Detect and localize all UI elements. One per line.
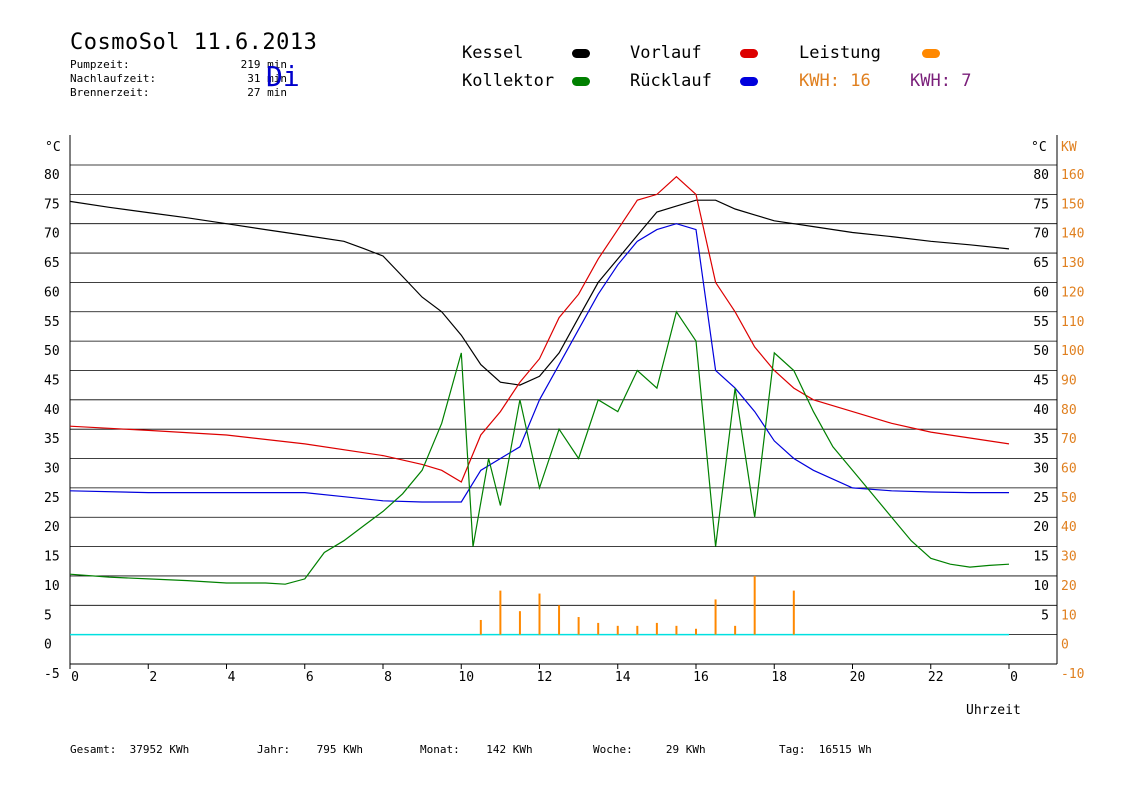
- y-tick-label-left: 45: [44, 373, 60, 388]
- legend-kollektor-label: Kollektor: [462, 71, 555, 91]
- x-tick-label: 22: [928, 670, 944, 685]
- y-tick-label-left: 15: [44, 550, 60, 565]
- legend-ruecklauf-swatch: [740, 77, 758, 86]
- y-tick-label-right: 70: [1033, 227, 1049, 242]
- series-line-vorlauf: [69, 175, 1010, 483]
- series-line-kessel: [69, 199, 1010, 386]
- x-tick-label: 20: [850, 670, 866, 685]
- y-tick-label-left: 70: [44, 227, 60, 242]
- legend-ruecklauf-label: Rücklauf: [630, 71, 712, 91]
- y-tick-label-left: 50: [44, 344, 60, 359]
- y-tick-label-left: 30: [44, 462, 60, 477]
- y2-tick-label: 100: [1061, 344, 1084, 359]
- x-tick-label: 18: [771, 670, 787, 685]
- y2-tick-label: 120: [1061, 285, 1084, 300]
- legend-kollektor-swatch: [572, 77, 590, 86]
- y2-tick-label: 40: [1061, 520, 1077, 535]
- x-tick-label: 2: [149, 670, 157, 685]
- y-tick-label-left: -5: [44, 667, 60, 682]
- footer-monat: Monat: 142 KWh: [420, 743, 533, 756]
- x-tick-label: 10: [458, 670, 474, 685]
- series-line-ruecklauf: [69, 223, 1009, 503]
- y2-tick-label: 70: [1061, 432, 1077, 447]
- footer-tag: Tag: 16515 Wh: [779, 743, 872, 756]
- y2-tick-label: 0: [1061, 638, 1069, 653]
- y2-unit: KW: [1061, 140, 1077, 155]
- y2-tick-label: 10: [1061, 608, 1077, 623]
- y-tick-label-left: 80: [44, 168, 60, 183]
- y-tick-label-left: 35: [44, 432, 60, 447]
- y2-tick-label: -10: [1061, 667, 1084, 682]
- x-tick-label: 16: [693, 670, 709, 685]
- y-tick-label-right: 25: [1033, 491, 1049, 506]
- y2-tick-label: 110: [1061, 315, 1084, 330]
- x-tick-label: 12: [537, 670, 553, 685]
- x-tick-label: 6: [306, 670, 314, 685]
- legend-kwh-1: KWH: 16: [799, 71, 871, 91]
- y2-tick-label: 130: [1061, 256, 1084, 271]
- y-tick-label-right: 20: [1033, 520, 1049, 535]
- y-tick-label-right: 15: [1033, 550, 1049, 565]
- legend-kessel-swatch: [572, 49, 590, 58]
- y2-tick-label: 30: [1061, 550, 1077, 565]
- y2-tick-label: 160: [1061, 168, 1084, 183]
- y2-tick-label: 150: [1061, 197, 1084, 212]
- x-tick-label: 0: [1010, 670, 1018, 685]
- y2-tick-label: 90: [1061, 373, 1077, 388]
- legend-kessel-label: Kessel: [462, 43, 524, 63]
- y-tick-label-right: 55: [1033, 315, 1049, 330]
- y-tick-label-right: 65: [1033, 256, 1049, 271]
- y-tick-label-right: 50: [1033, 344, 1049, 359]
- y-tick-label-right: 35: [1033, 432, 1049, 447]
- legend-vorlauf-swatch: [740, 49, 758, 58]
- footer-woche: Woche: 29 KWh: [593, 743, 706, 756]
- legend-kwh-2: KWH: 7: [910, 71, 972, 91]
- y2-tick-label: 20: [1061, 579, 1077, 594]
- y2-tick-label: 80: [1061, 403, 1077, 418]
- x-tick-label: 14: [615, 670, 631, 685]
- y-tick-label-left: 40: [44, 403, 60, 418]
- y2-tick-label: 140: [1061, 227, 1084, 242]
- legend-vorlauf-label: Vorlauf: [630, 43, 702, 63]
- legend-leistung-label: Leistung: [799, 43, 881, 63]
- legend-leistung-swatch: [922, 49, 940, 58]
- y-tick-label-left: 60: [44, 285, 60, 300]
- y-tick-label-right: 5: [1041, 608, 1049, 623]
- y-tick-label-right: 45: [1033, 373, 1049, 388]
- y-tick-label-right: 80: [1033, 168, 1049, 183]
- series-line-kollektor: [69, 310, 1010, 585]
- y-tick-label-left: 5: [44, 608, 52, 623]
- stat-pumpzeit: Pumpzeit: 219 min: [70, 58, 287, 71]
- y-tick-label-right: 75: [1033, 197, 1049, 212]
- footer-jahr: Jahr: 795 KWh: [257, 743, 363, 756]
- y-tick-label-right: 10: [1033, 579, 1049, 594]
- x-axis-label: Uhrzeit: [966, 703, 1021, 718]
- y-tick-label-left: 20: [44, 520, 60, 535]
- y2-tick-label: 50: [1061, 491, 1077, 506]
- y-unit-right: °C: [1031, 140, 1047, 155]
- y-tick-label-right: 60: [1033, 285, 1049, 300]
- y2-tick-label: 60: [1061, 462, 1077, 477]
- stat-nachlaufzeit: Nachlaufzeit: 31 min: [70, 72, 287, 85]
- y-tick-label-right: 30: [1033, 462, 1049, 477]
- footer-gesamt: Gesamt: 37952 KWh: [70, 743, 190, 756]
- y-tick-label-left: 65: [44, 256, 60, 271]
- x-tick-label: 4: [228, 670, 236, 685]
- y-unit-left: °C: [45, 140, 61, 155]
- stat-brennerzeit: Brennerzeit: 27 min: [70, 86, 287, 99]
- y-tick-label-left: 25: [44, 491, 60, 506]
- y-tick-label-left: 75: [44, 197, 60, 212]
- x-tick-label: 0: [71, 670, 79, 685]
- x-tick-label: 8: [384, 670, 392, 685]
- weekday-label: Di: [266, 60, 300, 93]
- y-tick-label-right: 40: [1033, 403, 1049, 418]
- y-tick-label-left: 0: [44, 638, 52, 653]
- y-tick-label-left: 10: [44, 579, 60, 594]
- chart-title: CosmoSol 11.6.2013: [70, 30, 318, 55]
- y-tick-label-left: 55: [44, 315, 60, 330]
